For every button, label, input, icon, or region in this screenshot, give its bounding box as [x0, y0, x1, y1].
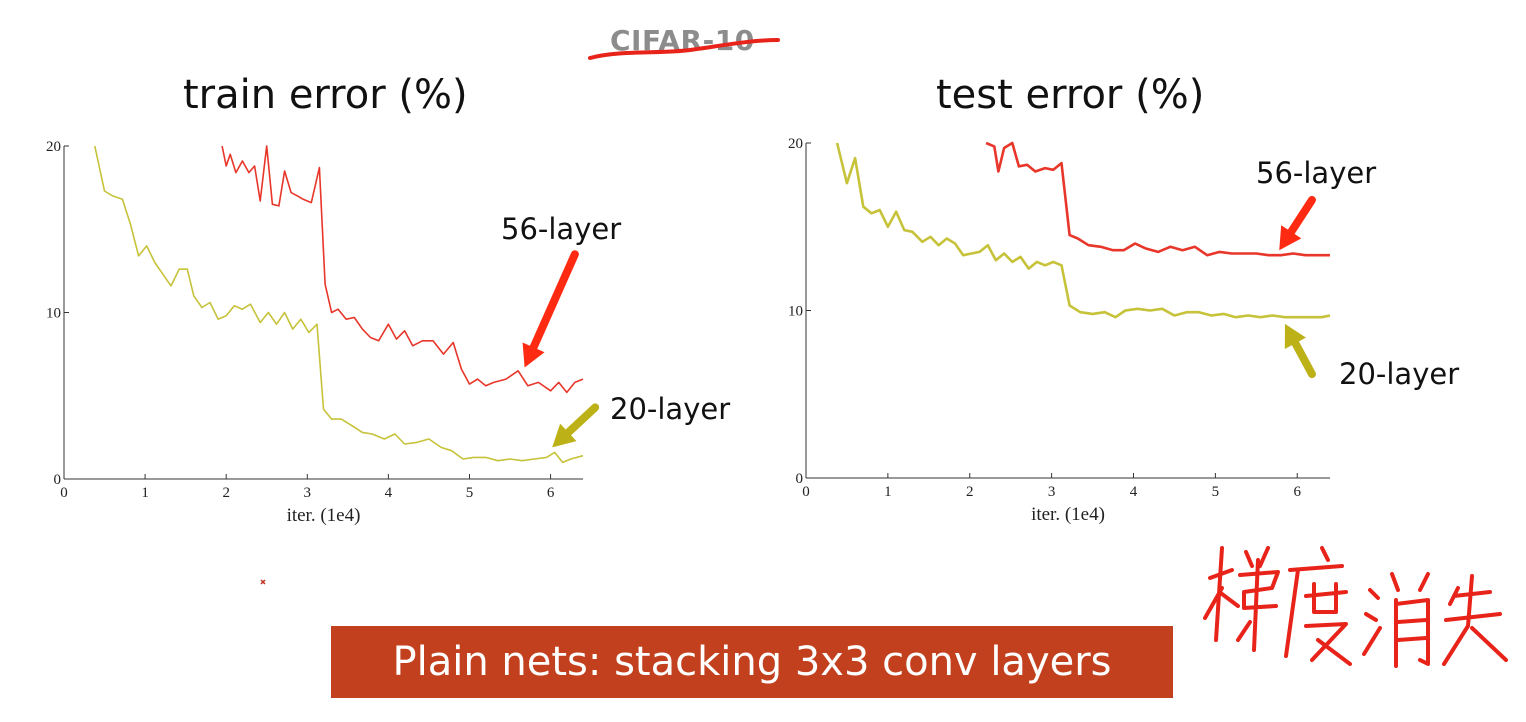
test-y-tick-label: 10: [788, 304, 803, 320]
train-x-tick-label: 6: [547, 485, 555, 501]
train-x-tick-label: 2: [222, 485, 230, 501]
test-20-layer-annotation: 20-layer: [1339, 357, 1460, 391]
train-arrow-20-layer: [552, 403, 600, 448]
train-x-tick-label: 0: [60, 485, 68, 501]
test-y-tick-label: 20: [788, 136, 803, 152]
train-y-tick-label: 0: [54, 472, 62, 488]
tiny-mark: [260, 579, 266, 585]
train-20-layer-annotation: 20-layer: [610, 392, 731, 426]
test-x-tick-label: 3: [1048, 484, 1056, 500]
test-x-tick-label: 4: [1130, 484, 1138, 500]
test-error-plot: 0 1 2 3 4 5 6 0 10 20 iter. (1e4): [788, 136, 1331, 525]
train-error-plot: 0 1 2 3 4 5 6 0 10 20 iter. (1e4): [46, 139, 600, 526]
test-x-tick-label: 2: [966, 484, 974, 500]
test-x-tick-label: 6: [1294, 484, 1302, 500]
train-x-tick-label: 4: [385, 485, 393, 501]
slide-banner: Plain nets: stacking 3x3 conv layers: [331, 626, 1173, 698]
test-chart-title: test error (%): [936, 72, 1205, 118]
train-x-tick-label: 1: [141, 485, 149, 501]
train-chart-title: train error (%): [183, 72, 468, 118]
train-series-56-layer: [221, 145, 584, 394]
test-x-tick-label: 0: [802, 484, 810, 500]
train-series-20-layer: [94, 145, 584, 464]
test-56-layer-annotation: 56-layer: [1256, 156, 1377, 190]
train-x-tick-label: 3: [304, 485, 312, 501]
test-arrow-20-layer: [1284, 323, 1316, 379]
train-y-tick-label: 20: [46, 139, 61, 155]
test-arrow-56-layer: [1279, 195, 1316, 251]
train-56-layer-annotation: 56-layer: [501, 212, 622, 246]
test-x-tick-label: 5: [1212, 484, 1220, 500]
train-x-axis-label: iter. (1e4): [287, 505, 361, 526]
train-arrow-56-layer: [522, 250, 579, 368]
handwritten-note-vanishing-gradient: [1203, 546, 1508, 668]
test-x-tick-label: 1: [884, 484, 892, 500]
test-x-axis-label: iter. (1e4): [1031, 504, 1105, 525]
train-x-tick-label: 5: [466, 485, 474, 501]
test-series-20-layer: [835, 142, 1331, 319]
train-y-tick-label: 10: [46, 306, 61, 322]
test-y-tick-label: 0: [796, 471, 804, 487]
test-series-56-layer: [985, 141, 1330, 257]
